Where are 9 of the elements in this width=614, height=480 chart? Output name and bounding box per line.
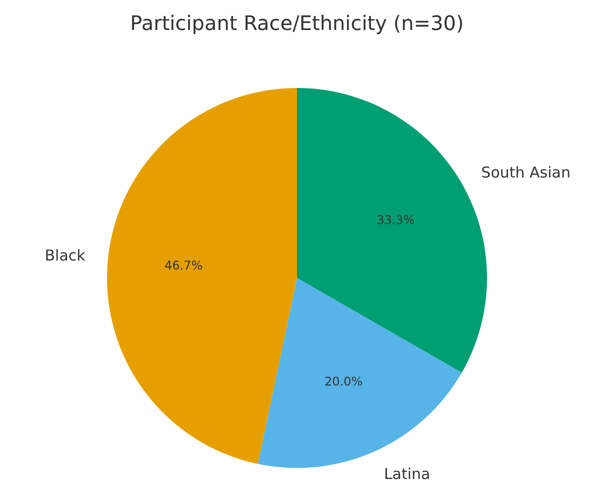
pie-slice	[107, 88, 297, 464]
data-label: 33.3%	[376, 213, 415, 228]
data-label: 46.7%	[164, 258, 203, 272]
slice-label: Latina	[384, 464, 430, 480]
data-label: 20.0%	[324, 374, 363, 388]
chart-title: Participant Race/Ethnicity (n=30)	[130, 11, 464, 35]
slice-label: South Asian	[481, 163, 570, 182]
pie-slice	[258, 278, 462, 468]
slice-label: Black	[44, 246, 86, 264]
